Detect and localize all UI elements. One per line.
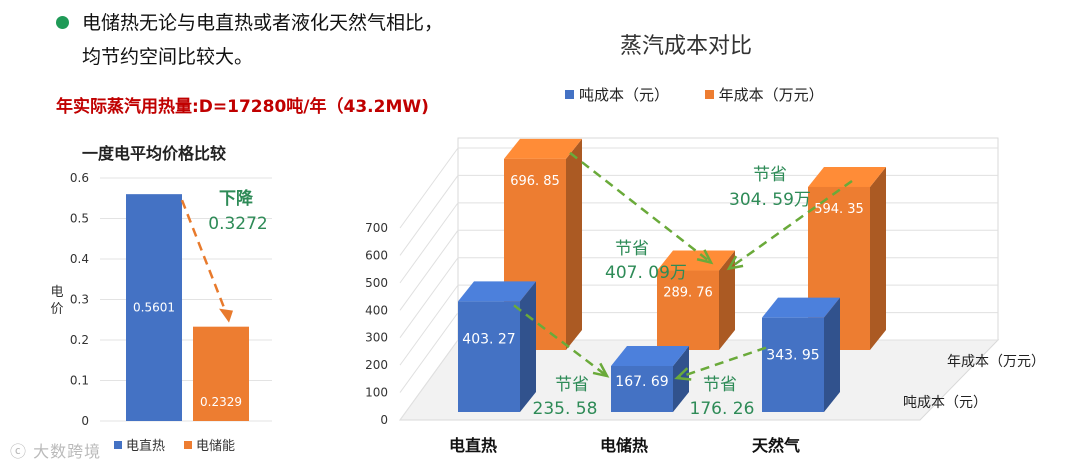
gridline (399, 147, 998, 229)
bullet-line-2: 均节约空间比较大。 (82, 46, 254, 68)
y-tick-label: 300 (365, 331, 388, 345)
annual-steam-heat-text: 年实际蒸汽用热量:D=17280吨/年（43.2MW) (56, 97, 429, 117)
bar-top (657, 250, 735, 271)
bar-top (458, 281, 536, 302)
bar-side (824, 297, 840, 412)
legend-item-year: 年成本（万元） (704, 86, 824, 104)
saving-arrowhead-icon (592, 362, 610, 378)
saving-arrowhead-icon (674, 367, 692, 381)
watermark-logo-icon: ⓒ (10, 442, 34, 461)
y-tick-label: 0 (380, 413, 388, 427)
y-tick-label: 0.2 (70, 333, 89, 347)
legend-swatch-orange-icon (704, 89, 714, 99)
y-tick-label: 500 (365, 276, 388, 290)
bar-value-label: 0.2329 (200, 395, 242, 409)
y-tick-label: 0.6 (70, 171, 89, 185)
bar-top (504, 138, 582, 159)
saving-value: 176. 26 (690, 399, 755, 419)
price-bar (193, 326, 249, 421)
saving-arrow (676, 346, 767, 380)
y-tick-label: 200 (365, 358, 388, 372)
bar-side (719, 250, 735, 350)
saving-label: 节省 (615, 239, 649, 259)
left-chart-title: 一度电平均价格比较 (82, 144, 227, 163)
saving-value: 235. 58 (533, 399, 598, 419)
annual-value-label: 696. 85 (510, 174, 560, 189)
y-tick-label: 600 (365, 248, 388, 262)
y-tick-label: 700 (365, 221, 388, 235)
bar-top (762, 297, 840, 318)
legend-label-year: 年成本（万元） (718, 86, 824, 104)
saving-label: 节省 (555, 375, 589, 395)
legend-label: 电直热 (126, 439, 165, 454)
y-axis-label-1: 电 (50, 285, 63, 300)
saving-arrow (728, 179, 853, 270)
legend-swatch-icon (114, 441, 122, 449)
y-tick-label: 0 (81, 414, 89, 428)
saving-arrowhead-icon (696, 249, 714, 265)
legend-label: 电储能 (196, 439, 235, 454)
saving-label: 节省 (703, 375, 737, 395)
decrease-arrowhead-icon (219, 308, 233, 323)
y-axis-label-2: 价 (50, 302, 63, 317)
saving-value: 407. 09万 (605, 263, 687, 283)
decrease-arrow (180, 199, 228, 314)
ton-value-label: 167. 69 (615, 374, 668, 390)
bar-side (870, 166, 886, 350)
saving-value: 304. 59万 (729, 190, 811, 210)
bullet-point: 电储热无论与电直热或者液化天然气相比， 均节约空间比较大。 (56, 6, 526, 74)
depth-label-annual: 年成本（万元） (947, 354, 1045, 370)
price-bar (126, 194, 182, 421)
y-tick-label: 0.1 (70, 374, 89, 388)
legend-label-ton: 吨成本（元） (579, 86, 670, 104)
depth-label-ton: 吨成本（元） (903, 395, 987, 411)
y-tick-label: 0.3 (70, 293, 89, 307)
saving-arrow (513, 304, 608, 378)
ton-value-label: 343. 95 (766, 348, 819, 364)
bar-front (657, 270, 719, 350)
y-tick-label: 400 (365, 303, 388, 317)
bar-top (611, 346, 689, 367)
bar-front (611, 366, 673, 412)
legend-swatch-icon (184, 441, 192, 449)
legend-item-ton: 吨成本（元） (565, 86, 674, 104)
bullet-dot-icon (56, 16, 69, 29)
annual-value-label: 594. 35 (814, 202, 864, 217)
watermark-text: 大数跨境 (33, 442, 102, 461)
decrease-label: 下降 (219, 188, 254, 209)
decrease-value: 0.3272 (208, 214, 267, 234)
y-tick-label: 100 (365, 386, 388, 400)
ton-cost-bar (458, 281, 536, 412)
right-chart-title: 蒸汽成本对比 (620, 34, 753, 59)
bar-top (808, 166, 886, 187)
annual-value-label: 289. 76 (663, 286, 713, 301)
saving-label: 节省 (753, 165, 787, 185)
bar-front (458, 301, 520, 412)
watermark: ⓒ 大数跨境 (10, 438, 101, 462)
bar-front (762, 317, 824, 412)
annual-cost-bar (657, 250, 735, 350)
bullet-line-1: 电储热无论与电直热或者液化天然气相比， (82, 12, 444, 34)
bar-side (566, 138, 582, 350)
bar-side (520, 281, 536, 412)
ton-cost-bar (762, 297, 840, 412)
right-chart-legend: 吨成本（元） 年成本（万元） (565, 84, 824, 105)
category-label: 电储热 (600, 436, 648, 455)
saving-arrowhead-icon (726, 255, 744, 271)
legend-swatch-blue-icon (565, 89, 574, 99)
y-tick-label: 0.4 (70, 252, 89, 266)
ton-value-label: 403. 27 (462, 331, 515, 347)
category-label: 天然气 (752, 436, 800, 455)
y-tick-label: 0.5 (70, 212, 89, 226)
category-label: 电直热 (449, 436, 497, 455)
bar-value-label: 0.5601 (133, 301, 175, 315)
